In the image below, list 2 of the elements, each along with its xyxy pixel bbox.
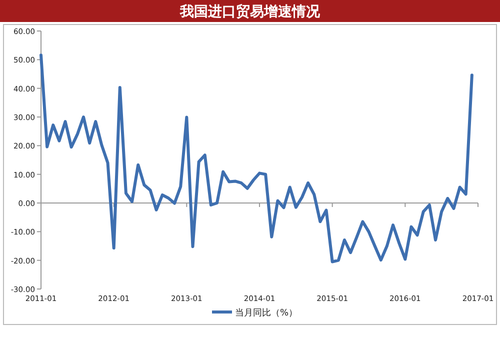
title: 我国进口贸易增速情况 — [180, 4, 320, 20]
legend-label: 当月同比（%） — [235, 308, 298, 318]
